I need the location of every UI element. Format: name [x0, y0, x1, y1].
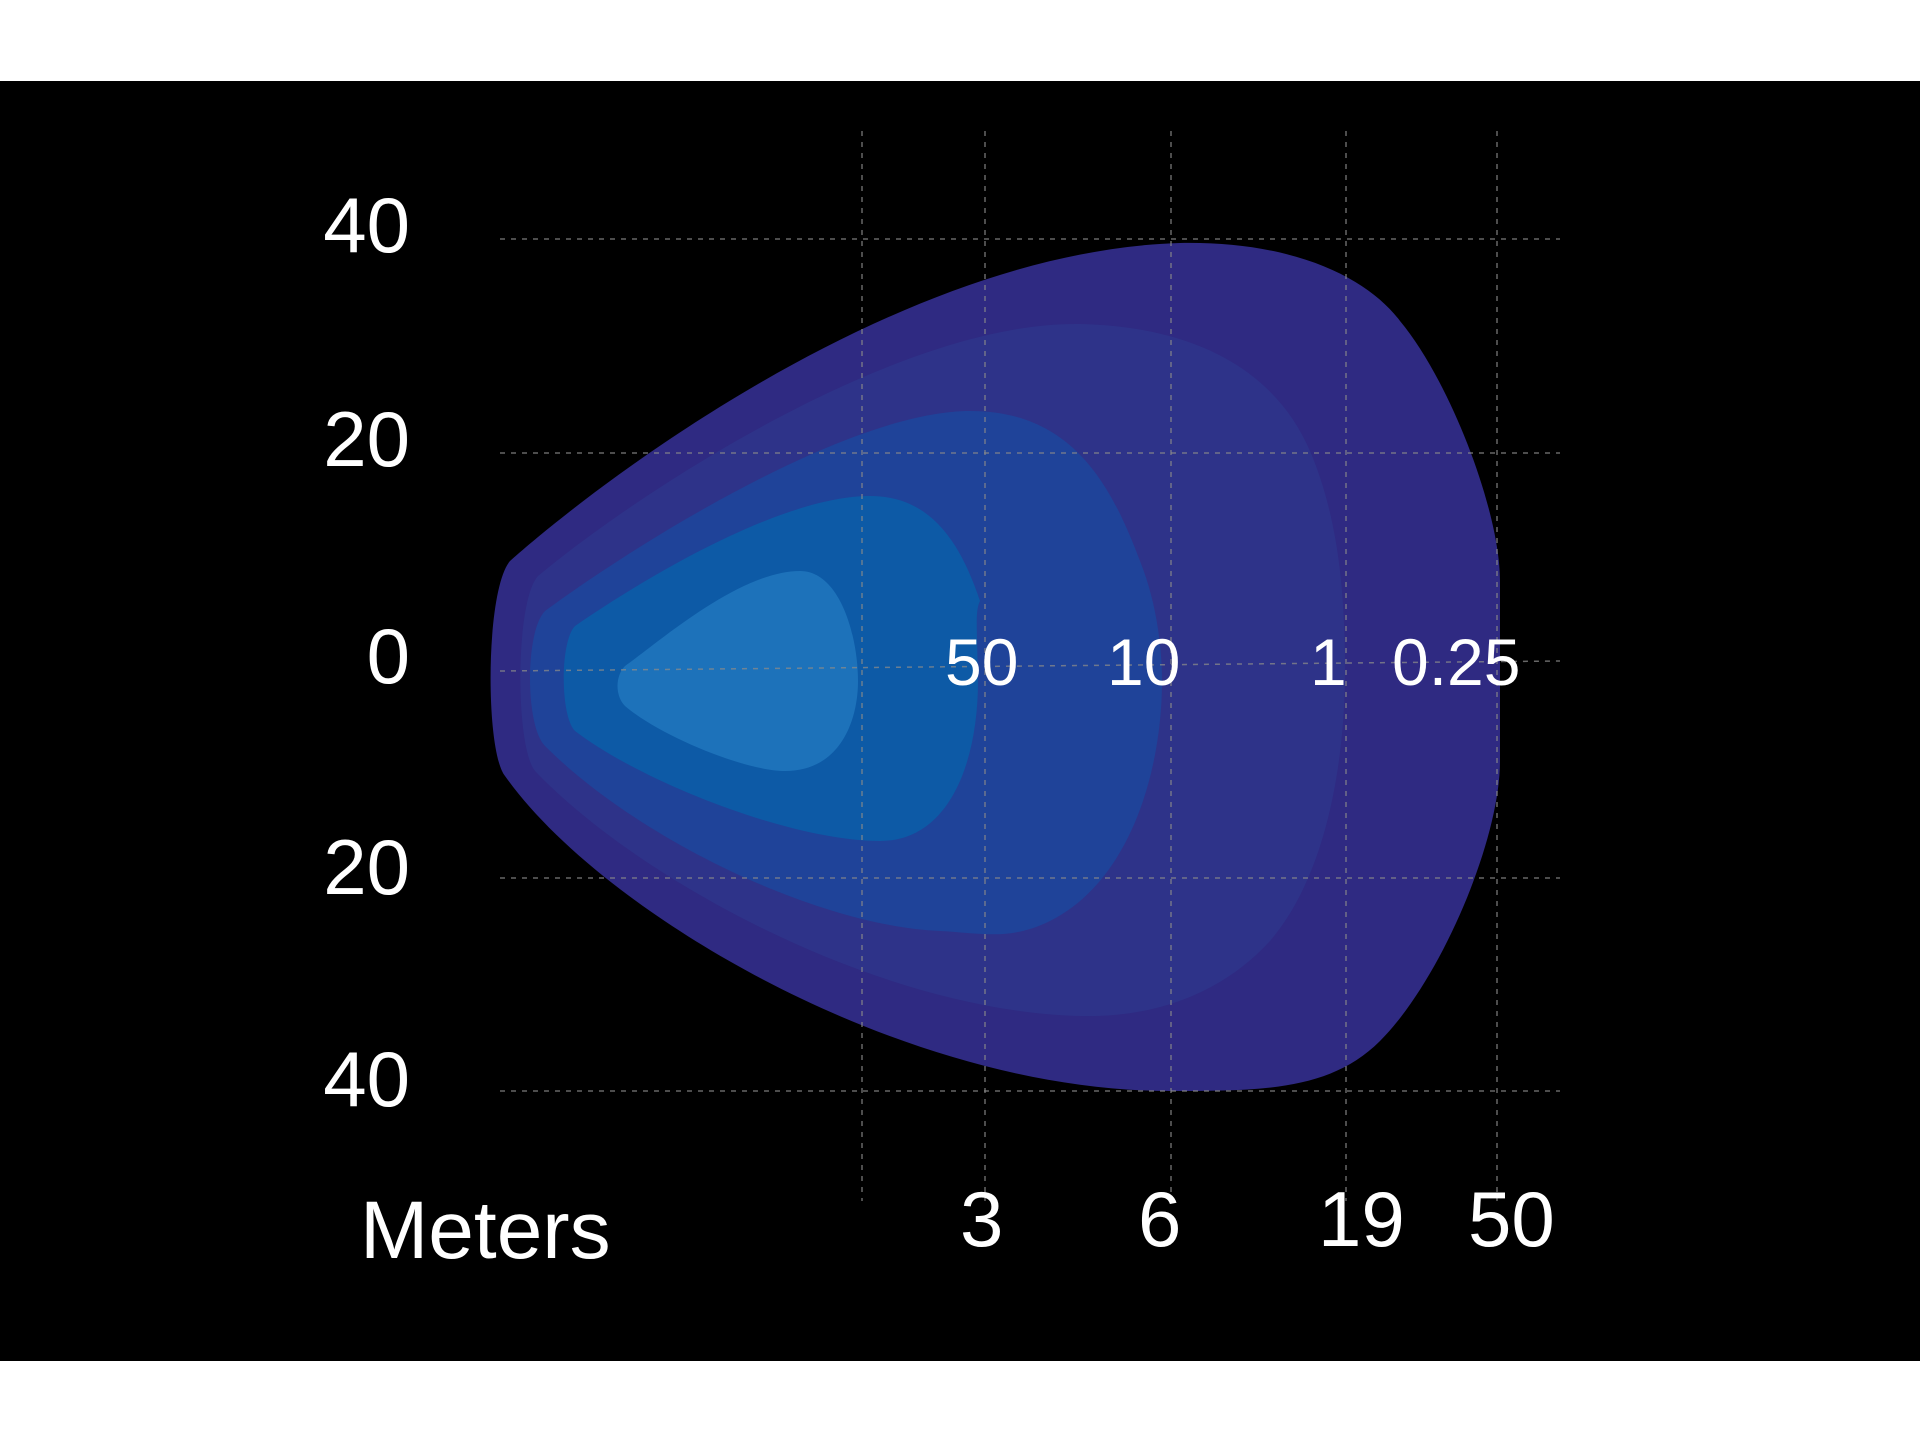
- zone-label-1: 1: [1310, 625, 1347, 699]
- y-tick-label: 40: [323, 1035, 410, 1123]
- x-tick-label: 3: [960, 1175, 1003, 1263]
- zone-value-labels: 50 10 1 0.25: [945, 625, 1520, 699]
- y-tick-label: 20: [323, 395, 410, 483]
- x-tick-label: 6: [1138, 1175, 1181, 1263]
- x-tick-label: 19: [1318, 1175, 1405, 1263]
- zone-label-0.25: 0.25: [1392, 625, 1520, 699]
- grid-h-0: [499, 660, 1561, 672]
- zone-label-50: 50: [945, 625, 1018, 699]
- grid-lines: [499, 131, 1561, 1201]
- beam-diagram-panel: 40 20 0 20 40 50 10 1 0.25 3 6 19 50 Met…: [0, 81, 1920, 1361]
- beam-pattern-chart: 40 20 0 20 40 50 10 1 0.25 3 6 19 50 Met…: [323, 131, 1561, 1276]
- beam-zones: [490, 242, 1500, 1092]
- zone-inner-area: [617, 571, 858, 771]
- y-tick-label: 40: [323, 181, 410, 269]
- y-axis-labels: 40 20 0 20 40: [323, 181, 410, 1123]
- y-tick-label: 0: [367, 612, 410, 700]
- y-tick-label: 20: [323, 823, 410, 911]
- zone-label-10: 10: [1107, 625, 1180, 699]
- x-axis-labels: 3 6 19 50: [960, 1175, 1555, 1263]
- unit-label: Meters: [360, 1185, 611, 1276]
- x-tick-label: 50: [1468, 1175, 1555, 1263]
